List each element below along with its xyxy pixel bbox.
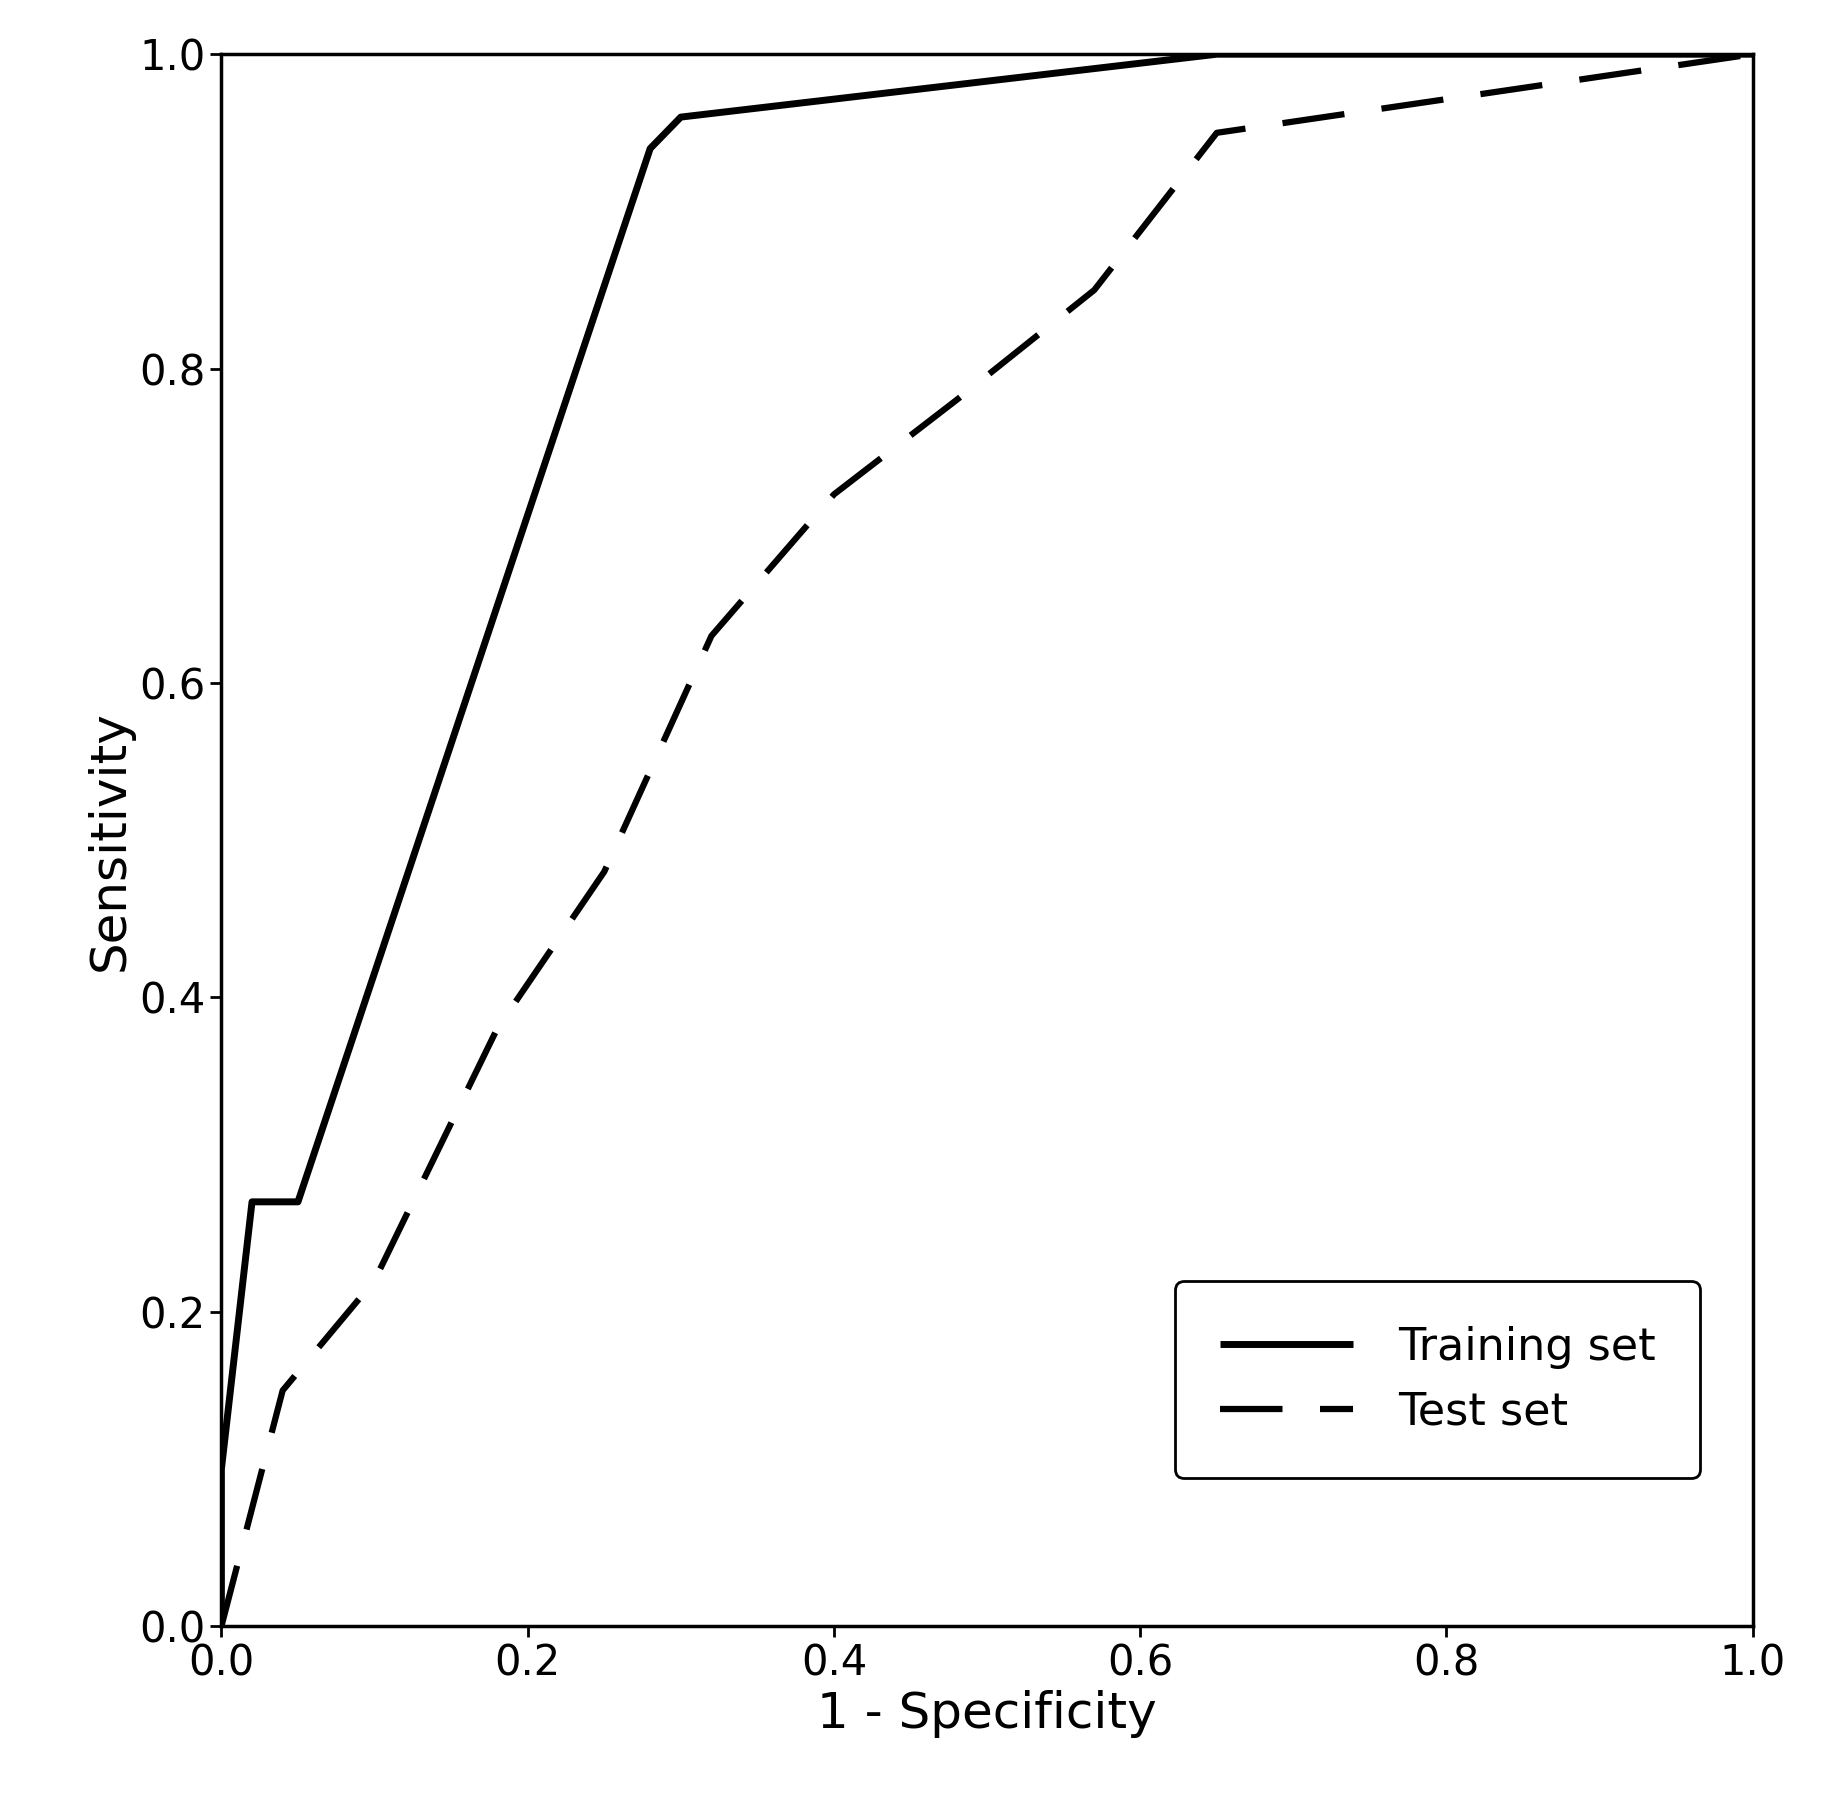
- Training set: [286, 1191, 308, 1212]
- Test set: [1742, 43, 1764, 65]
- Test set: [485, 1017, 507, 1039]
- Test set: [945, 389, 967, 410]
- Test set: [210, 1615, 232, 1637]
- Training set: [1207, 43, 1229, 65]
- Training set: [242, 1191, 264, 1212]
- Test set: [592, 860, 614, 882]
- Y-axis label: Sensitivity: Sensitivity: [85, 710, 133, 970]
- Training set: [670, 107, 692, 128]
- Training set: [210, 1615, 232, 1637]
- Line: Training set: Training set: [221, 54, 1753, 1626]
- Legend: Training set, Test set: Training set, Test set: [1175, 1281, 1699, 1478]
- Line: Test set: Test set: [221, 54, 1753, 1626]
- Test set: [1083, 280, 1105, 302]
- Training set: [638, 137, 661, 159]
- Test set: [1207, 123, 1229, 145]
- Test set: [823, 484, 845, 506]
- Test set: [701, 625, 723, 647]
- Training set: [210, 1458, 232, 1480]
- Test set: [271, 1381, 293, 1402]
- Training set: [1742, 43, 1764, 65]
- Test set: [363, 1270, 386, 1292]
- X-axis label: 1 - Specificity: 1 - Specificity: [817, 1690, 1157, 1738]
